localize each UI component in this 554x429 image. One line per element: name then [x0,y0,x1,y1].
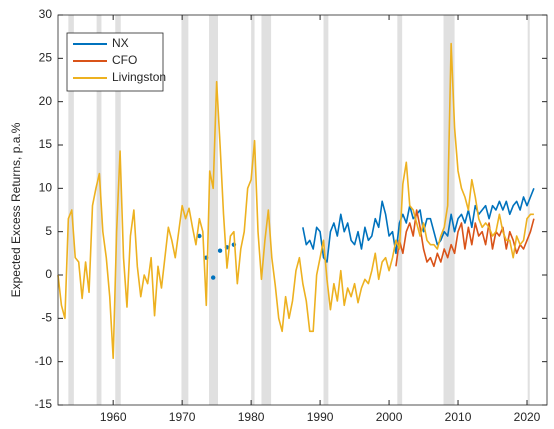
y-tick-label: 20 [39,94,53,108]
x-tick-label: 1990 [307,410,334,424]
series-line [395,209,535,268]
y-tick-label: 15 [39,137,53,151]
y-tick-label: -5 [41,311,52,325]
x-tick-label: 2010 [445,410,472,424]
y-tick-label: -10 [35,354,53,368]
shaded-period [261,15,272,405]
series-line [57,42,534,359]
x-tick-label: 2000 [376,410,403,424]
y-axis-label: Expected Excess Returns, p.a.% [9,122,23,297]
shaded-period [181,15,189,405]
shaded-period [96,15,102,405]
y-tick-label: 30 [39,7,53,21]
shaded-period [443,15,455,405]
shaded-period [209,15,219,405]
shaded-period [251,15,255,405]
y-tick-label: 5 [45,224,52,238]
data-point [217,248,223,253]
shaded-period [397,15,403,405]
series-line [302,188,535,263]
data-point [197,233,202,239]
shaded-period [323,15,329,405]
y-tick-label: 25 [39,51,53,65]
x-tick-label: 2020 [514,410,541,424]
x-tick-label: 1970 [169,410,196,424]
x-tick-label: 1980 [238,410,265,424]
legend-label: Livingston [112,70,166,84]
x-tick-label: 1960 [100,410,127,424]
legend-label: NX [112,36,129,50]
legend-label: CFO [112,53,137,67]
shaded-period [527,15,530,405]
y-tick-label: 0 [45,267,52,281]
data-point [210,275,216,280]
y-tick-label: 10 [39,181,53,195]
y-tick-label: -15 [35,397,53,411]
plot-frame [57,14,548,406]
